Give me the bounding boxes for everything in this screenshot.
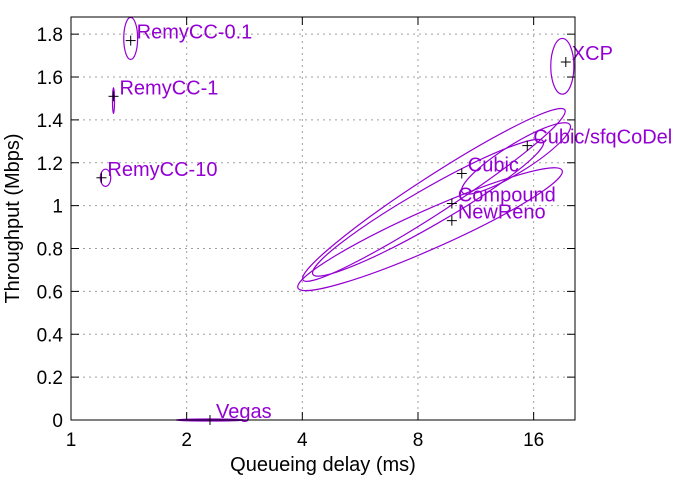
- point-newreno: [446, 215, 457, 226]
- y-tick-label: 1.4: [37, 111, 64, 132]
- x-tick-label: 16: [523, 430, 544, 451]
- label-remycc-0-1: RemyCC-0.1: [137, 22, 253, 44]
- label-vegas: Vegas: [216, 401, 272, 423]
- y-axis-label: Throughput (Mbps): [2, 133, 24, 303]
- x-tick-label: 2: [181, 430, 192, 451]
- x-tick-label: 4: [297, 430, 308, 451]
- plot-frame: [70, 16, 576, 421]
- y-tick-label: 1: [52, 197, 63, 218]
- point-remycc-0-1: [125, 35, 136, 46]
- ellipse-cubic-sfqcodel: [461, 122, 572, 195]
- grid: [71, 17, 575, 420]
- y-tick-label: 1.2: [37, 154, 63, 175]
- y-tick-label: 0.2: [37, 368, 63, 389]
- x-tick-label: 8: [413, 430, 424, 451]
- y-tick-label: 0.4: [37, 325, 64, 346]
- point-labels: RemyCC-0.1 RemyCC-1 RemyCC-10 XCP Cubic/sfqC…: [107, 22, 672, 423]
- point-remycc-10: [96, 172, 107, 183]
- y-tick-label: 0.6: [37, 282, 63, 303]
- ellipse-remycc-1: [111, 87, 116, 115]
- x-tick-label: 1: [66, 430, 77, 451]
- label-newreno: NewReno: [458, 202, 546, 224]
- y-tick-label: 0.8: [37, 240, 63, 261]
- label-remycc-10: RemyCC-10: [107, 159, 217, 181]
- point-xcp: [560, 57, 571, 68]
- point-remycc-1: [108, 91, 119, 102]
- ellipse-xcp: [550, 37, 575, 95]
- label-compound: Compound: [458, 184, 556, 206]
- label-cubic-sfqcodel: Cubic/sfqCoDel: [533, 127, 672, 149]
- label-remycc-1: RemyCC-1: [119, 77, 218, 99]
- ellipse-compound: [311, 138, 545, 277]
- y-tick-label: 1.6: [37, 68, 63, 89]
- ellipse-cubic: [301, 107, 566, 282]
- point-cubic-sfqcodel: [522, 140, 533, 151]
- x-axis-label: Queueing delay (ms): [230, 454, 416, 476]
- axis-ticks: 1 2 4 8 16 0 0.2 0.4 0.6 0.8 1 1.2 1.4 1.6 1.8: [37, 17, 575, 451]
- label-xcp: XCP: [572, 43, 613, 65]
- point-cubic: [456, 168, 467, 179]
- ellipse-newreno: [297, 167, 563, 292]
- y-tick-label: 0: [52, 411, 63, 432]
- point-compound: [446, 198, 457, 209]
- y-tick-label: 1.8: [37, 25, 63, 46]
- label-cubic: Cubic: [468, 154, 519, 176]
